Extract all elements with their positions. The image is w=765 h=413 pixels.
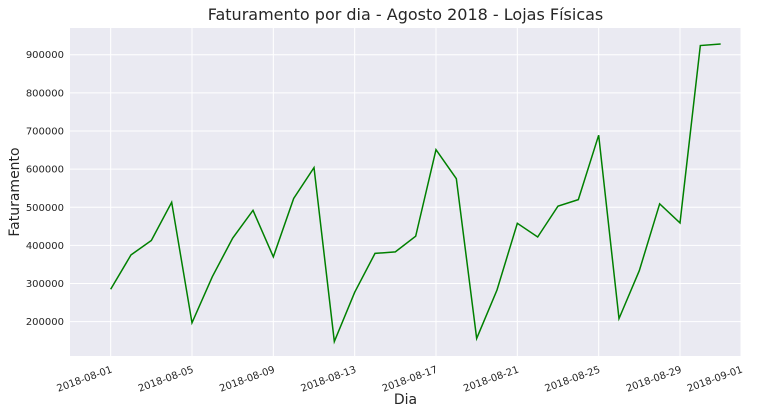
x-axis-label: Dia (394, 392, 417, 408)
grid-lines (70, 28, 742, 356)
y-tick-labels: 200000 300000 400000 500000 600000 700000 8000… (26, 50, 64, 328)
x-tick-label: 2018-08-17 (381, 365, 439, 395)
y-tick-label: 400000 (26, 241, 64, 252)
x-tick-label: 2018-08-25 (544, 365, 602, 395)
x-tick-label: 2018-08-09 (218, 365, 276, 395)
x-tick-labels: 2018-08-01 2018-08-05 2018-08-09 2018-08-13… (56, 365, 745, 395)
y-tick-label: 500000 (26, 203, 64, 214)
chart-title: Faturamento por dia - Agosto 2018 - Loja… (208, 5, 604, 24)
y-tick-label: 300000 (26, 279, 64, 290)
y-tick-label: 600000 (26, 165, 64, 176)
x-tick-label: 2018-08-01 (56, 365, 114, 395)
x-tick-label: 2018-08-21 (462, 365, 520, 395)
series-line (110, 43, 721, 345)
y-axis-label: Faturamento (7, 147, 23, 236)
x-tick-label: 2018-08-13 (300, 365, 358, 395)
y-tick-label: 700000 (26, 126, 64, 137)
plot-area (70, 28, 741, 356)
y-tick-label: 200000 (26, 317, 64, 328)
y-tick-label: 800000 (26, 88, 64, 99)
x-tick-label: 2018-08-05 (137, 365, 195, 395)
y-tick-label: 900000 (26, 50, 64, 61)
x-tick-label: 2018-09-01 (686, 365, 744, 395)
x-tick-label: 2018-08-29 (625, 365, 683, 395)
